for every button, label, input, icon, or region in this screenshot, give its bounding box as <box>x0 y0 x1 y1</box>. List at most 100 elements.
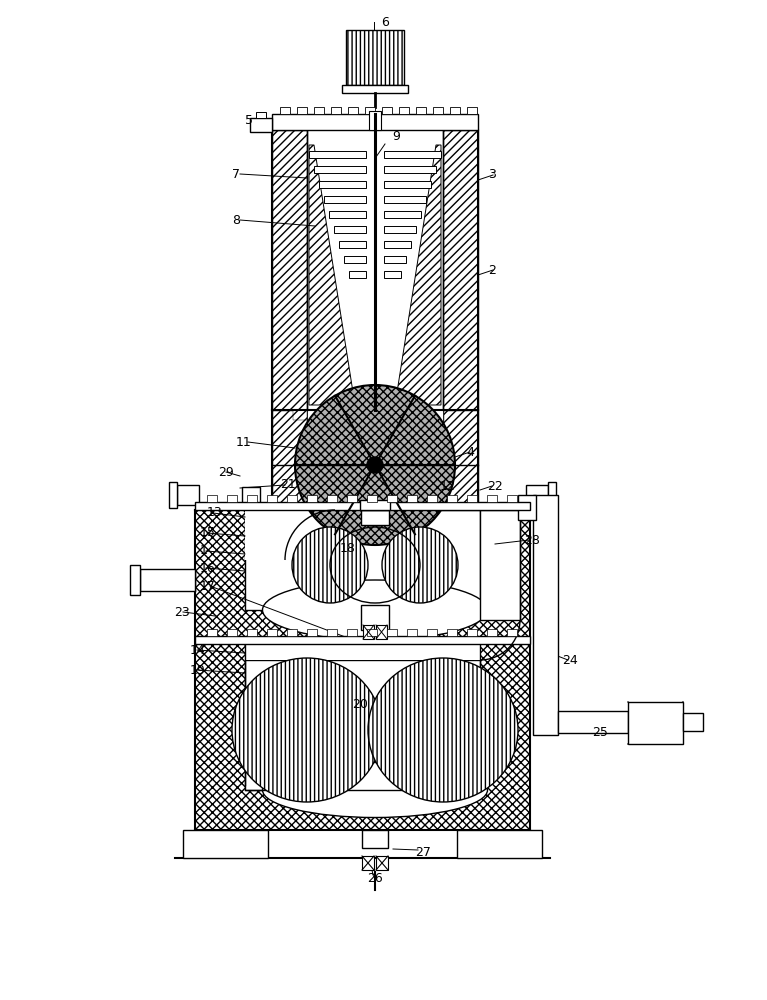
Bar <box>407 629 417 636</box>
Bar <box>548 482 556 508</box>
Bar <box>334 226 366 233</box>
Bar <box>467 629 477 636</box>
Bar <box>329 211 366 218</box>
Bar <box>256 112 266 118</box>
Bar <box>280 107 290 114</box>
Bar <box>457 830 542 858</box>
Bar <box>447 495 457 502</box>
Bar <box>526 485 548 505</box>
Text: 9: 9 <box>392 130 400 143</box>
Bar <box>130 565 140 595</box>
Text: 14: 14 <box>190 644 206 656</box>
Bar <box>399 107 409 114</box>
Text: 3: 3 <box>488 168 496 182</box>
Text: 11: 11 <box>236 436 252 448</box>
Bar <box>344 256 366 263</box>
Polygon shape <box>395 145 441 405</box>
Text: 2: 2 <box>488 263 496 276</box>
Bar <box>348 107 358 114</box>
Bar <box>427 495 437 502</box>
Text: 17: 17 <box>200 580 216 592</box>
Text: 27: 27 <box>415 846 431 859</box>
Bar <box>467 495 477 502</box>
Bar <box>331 107 341 114</box>
Bar <box>207 629 217 636</box>
Bar <box>140 569 195 591</box>
Bar <box>480 510 520 620</box>
Bar <box>507 629 517 636</box>
Bar <box>339 241 366 248</box>
Bar <box>384 166 436 173</box>
Bar <box>450 107 460 114</box>
Text: 5: 5 <box>245 113 253 126</box>
Bar <box>376 856 388 870</box>
Bar <box>533 495 558 735</box>
Text: 24: 24 <box>562 654 578 666</box>
Bar <box>227 495 237 502</box>
Bar <box>327 629 337 636</box>
Bar <box>518 495 536 520</box>
Bar <box>307 410 443 510</box>
Bar <box>407 495 417 502</box>
Circle shape <box>292 527 368 603</box>
Bar <box>384 211 421 218</box>
Bar <box>314 107 324 114</box>
Bar <box>327 495 337 502</box>
Bar <box>360 500 390 510</box>
Bar <box>416 107 426 114</box>
Bar <box>683 713 703 731</box>
Ellipse shape <box>262 762 488 818</box>
Bar <box>347 629 357 636</box>
Text: 26: 26 <box>367 871 383 884</box>
Ellipse shape <box>368 658 518 802</box>
Polygon shape <box>272 410 307 510</box>
Text: 20: 20 <box>352 698 368 712</box>
Polygon shape <box>443 410 478 510</box>
Bar <box>433 107 443 114</box>
Ellipse shape <box>262 580 488 640</box>
Bar <box>324 196 366 203</box>
Bar <box>242 487 260 503</box>
Bar <box>361 605 389 630</box>
Circle shape <box>295 385 455 545</box>
Bar <box>384 181 431 188</box>
Text: 15: 15 <box>200 526 216 540</box>
Polygon shape <box>443 510 456 546</box>
Bar <box>247 629 257 636</box>
Text: 25: 25 <box>592 726 608 738</box>
Bar <box>558 711 628 733</box>
Bar <box>384 151 441 158</box>
Text: 7: 7 <box>232 167 240 180</box>
Text: 18: 18 <box>340 542 356 554</box>
Bar <box>287 495 297 502</box>
Bar <box>487 629 497 636</box>
Polygon shape <box>293 410 307 420</box>
Text: 28: 28 <box>524 534 540 546</box>
Bar <box>362 856 374 870</box>
Bar <box>382 107 392 114</box>
Text: 12: 12 <box>440 481 456 493</box>
Bar <box>367 629 377 636</box>
Bar <box>169 482 177 508</box>
Bar <box>367 495 377 502</box>
Circle shape <box>382 527 458 603</box>
Bar <box>195 510 530 830</box>
Bar <box>250 118 272 132</box>
Bar <box>467 107 477 114</box>
Bar <box>362 830 388 848</box>
Text: 8: 8 <box>232 214 240 227</box>
Text: 1: 1 <box>200 544 208 558</box>
Bar <box>427 629 437 636</box>
Bar <box>365 107 375 114</box>
Bar <box>319 181 366 188</box>
Text: 16: 16 <box>200 562 216 574</box>
Bar <box>207 495 217 502</box>
Bar <box>267 629 277 636</box>
Bar <box>487 495 497 502</box>
Text: 21: 21 <box>280 479 296 491</box>
Bar <box>314 166 366 173</box>
Bar <box>245 510 480 610</box>
Bar <box>297 107 307 114</box>
Bar <box>245 660 480 790</box>
Text: 13: 13 <box>207 506 222 520</box>
